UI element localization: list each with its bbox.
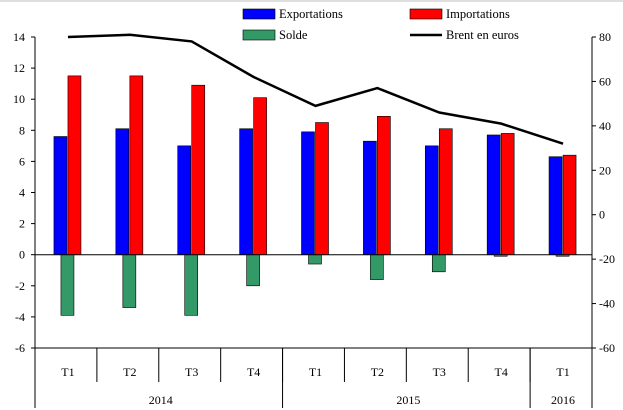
legend: Exportations Importations Solde Brent en eu… <box>242 7 519 42</box>
right-tick-label: -20 <box>599 252 615 266</box>
left-tick-label: 4 <box>19 186 25 200</box>
bar-importations <box>377 116 391 256</box>
right-axis: 80 60 40 20 0 -20 -40 -60 <box>592 30 615 355</box>
left-tick-label: 14 <box>13 30 25 44</box>
left-tick-label: -4 <box>15 310 25 324</box>
bar-solde <box>431 254 446 273</box>
bar-solde <box>246 254 260 287</box>
category-label: T2 <box>123 365 136 379</box>
year-label: 2016 <box>551 393 575 407</box>
right-tick-label: 40 <box>599 119 611 133</box>
bar-importations <box>67 75 82 255</box>
year-label: 2015 <box>396 393 420 407</box>
category-axis: T1 T2 T3 T4 T1 T2 T3 T4 T1 2014 2015 2016 <box>61 348 575 408</box>
category-label: T4 <box>247 365 260 379</box>
legend-importations-swatch <box>409 8 443 20</box>
legend-solde-label: Solde <box>279 28 308 42</box>
bar-importations <box>315 122 329 256</box>
bar-exportations <box>548 156 563 255</box>
legend-solde-swatch <box>242 29 276 41</box>
bar-solde <box>122 254 137 308</box>
category-label: T3 <box>433 365 446 379</box>
bar-exportations <box>486 134 501 255</box>
bar-solde <box>308 254 322 265</box>
bar-solde <box>60 254 75 316</box>
year-label: 2014 <box>149 393 173 407</box>
bar-importations <box>438 128 453 255</box>
bar-exportations <box>53 136 68 256</box>
bar-exportations <box>363 140 377 255</box>
category-label: T4 <box>494 365 507 379</box>
left-tick-label: 0 <box>19 248 25 262</box>
right-tick-label: 80 <box>599 30 611 44</box>
category-label: T3 <box>185 365 198 379</box>
bar-importations <box>191 84 206 255</box>
legend-exportations-label: Exportations <box>279 7 343 21</box>
bar-exportations <box>239 128 253 255</box>
right-tick-label: 20 <box>599 163 611 177</box>
legend-exportations-swatch <box>242 8 276 20</box>
line-brent-en-euros <box>67 33 564 145</box>
bar-importations <box>253 97 267 255</box>
bar-series <box>53 75 577 316</box>
bar-solde <box>184 254 199 316</box>
right-tick-label: 60 <box>599 74 611 88</box>
brent-line <box>67 33 564 145</box>
bar-exportations <box>115 128 130 255</box>
left-tick-label: 2 <box>19 217 25 231</box>
bar-solde <box>370 254 384 280</box>
category-label: T1 <box>309 365 322 379</box>
bar-exportations <box>177 145 192 256</box>
left-tick-label: -2 <box>15 279 25 293</box>
bar-importations <box>129 75 144 255</box>
bar-exportations <box>424 145 439 256</box>
left-axis: 14 12 10 8 6 4 2 0 -2 -4 -6 <box>13 30 35 355</box>
left-tick-label: 12 <box>13 61 25 75</box>
right-tick-label: 0 <box>599 208 605 222</box>
left-tick-label: -6 <box>15 341 25 355</box>
category-label: T1 <box>61 365 74 379</box>
left-tick-label: 10 <box>13 92 25 106</box>
legend-brent-en-euros-label: Brent en euros <box>446 28 519 42</box>
category-label: T1 <box>556 365 569 379</box>
right-tick-label: -60 <box>599 341 615 355</box>
right-tick-label: -40 <box>599 297 615 311</box>
left-tick-label: 6 <box>19 154 25 168</box>
legend-importations-label: Importations <box>446 7 510 21</box>
category-label: T2 <box>371 365 384 379</box>
bar-exportations <box>301 131 315 255</box>
left-tick-label: 8 <box>19 123 25 137</box>
bar-importations <box>562 154 577 255</box>
bar-importations <box>500 133 515 256</box>
